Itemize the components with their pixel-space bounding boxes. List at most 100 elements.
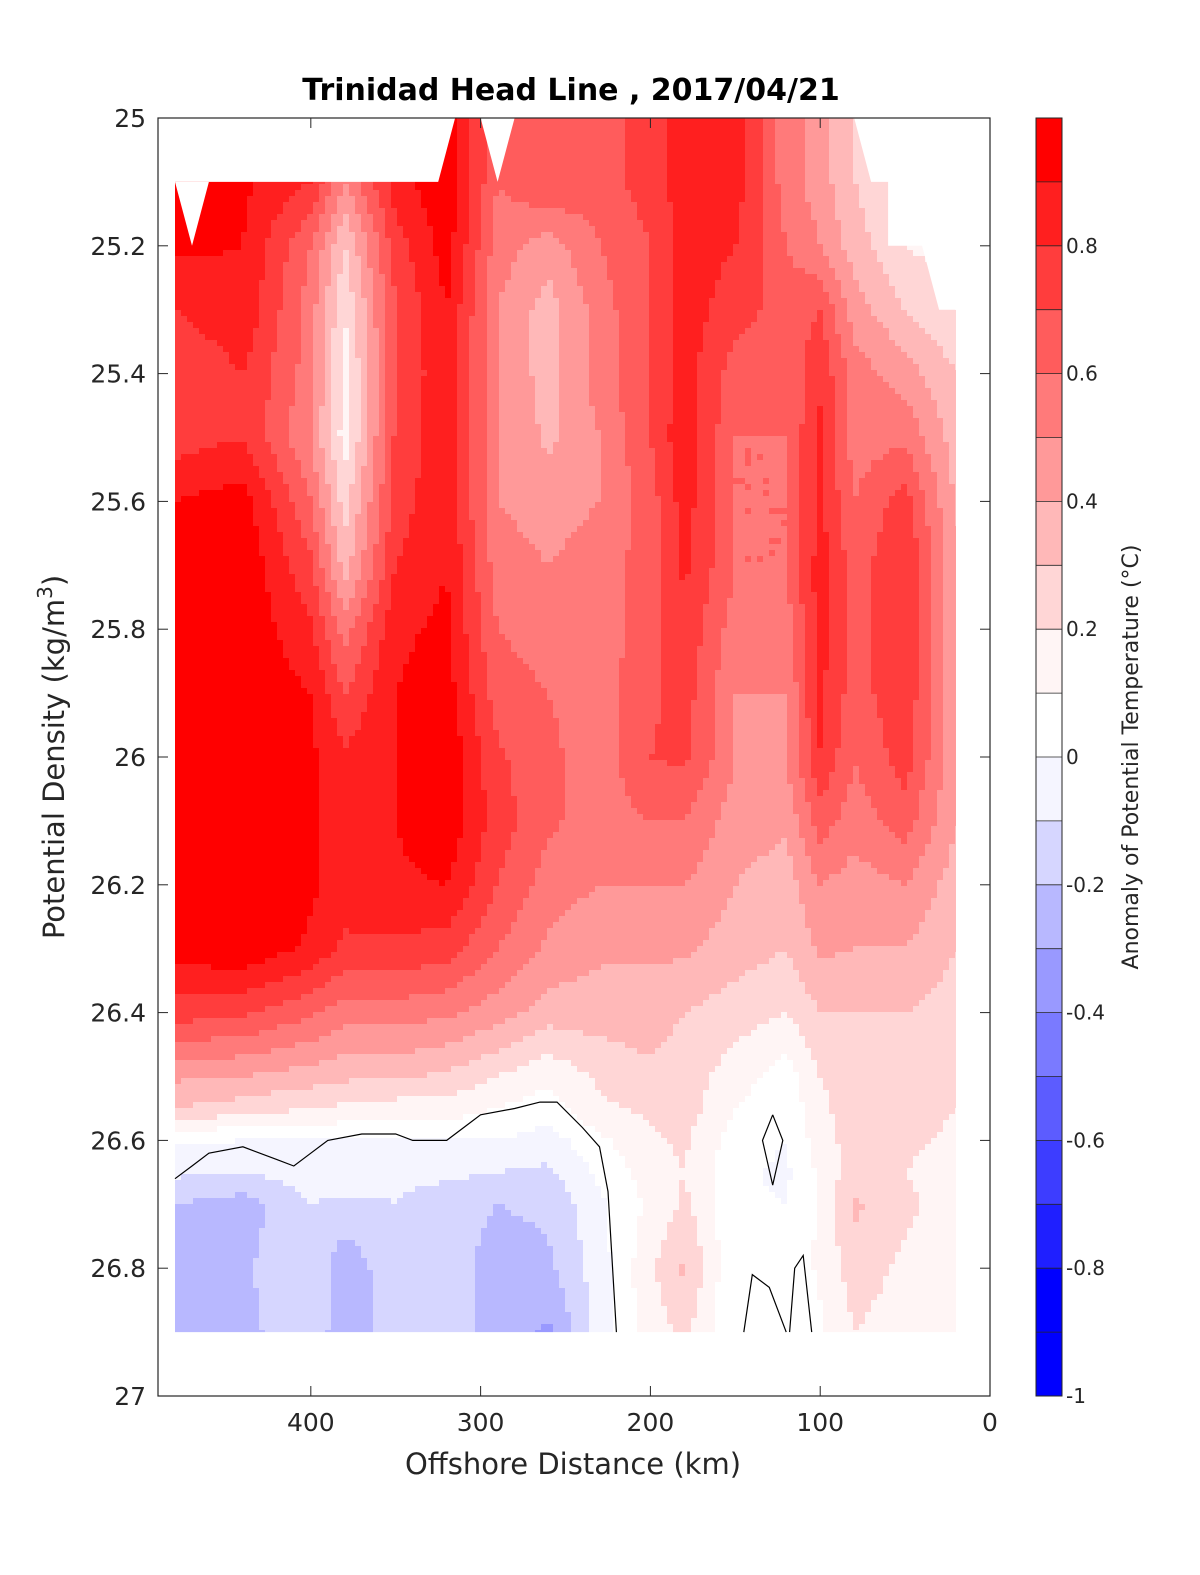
contour-cell — [811, 238, 818, 245]
contour-cell — [613, 130, 620, 137]
contour-cell — [619, 148, 626, 155]
contour-cell — [775, 178, 782, 185]
contour-cell — [835, 160, 842, 167]
contour-cell — [301, 262, 308, 269]
contour-cell — [457, 226, 464, 233]
contour-cell — [463, 298, 470, 305]
contour-cell — [235, 286, 242, 293]
contour-cell — [709, 124, 716, 131]
contour-cell — [379, 310, 386, 317]
contour-cell — [565, 118, 572, 125]
contour-cell — [295, 238, 302, 245]
contour-cell — [805, 262, 812, 269]
contour-cell — [607, 130, 614, 137]
contour-cell — [799, 136, 806, 143]
contour-cell — [655, 148, 662, 155]
contour-cell — [421, 268, 428, 275]
contour-cell — [349, 244, 356, 251]
contour-cell — [475, 130, 482, 137]
contour-cell — [451, 172, 458, 179]
contour-cell — [541, 292, 548, 299]
contour-cell — [175, 214, 182, 221]
contour-cell — [445, 280, 452, 287]
contour-cell — [853, 322, 860, 329]
contour-cell — [673, 160, 680, 167]
contour-cell — [541, 304, 548, 311]
contour-cell — [307, 310, 314, 317]
contour-cell — [637, 268, 644, 275]
contour-cell — [661, 178, 668, 185]
contour-cell — [697, 238, 704, 245]
contour-cell — [859, 292, 866, 299]
contour-cell — [475, 154, 482, 161]
contour-cell — [505, 310, 512, 317]
contour-cell — [901, 286, 908, 293]
contour-cell — [325, 220, 332, 227]
contour-cell — [619, 292, 626, 299]
contour-cell — [817, 304, 824, 311]
contour-cell — [409, 226, 416, 233]
contour-cell — [463, 226, 470, 233]
contour-cell — [475, 214, 482, 221]
contour-cell — [379, 250, 386, 257]
contour-cell — [697, 166, 704, 173]
contour-cell — [661, 268, 668, 275]
contour-cell — [481, 268, 488, 275]
contour-cell — [487, 250, 494, 257]
contour-cell — [211, 208, 218, 215]
contour-cell — [691, 298, 698, 305]
contour-cell — [631, 244, 638, 251]
contour-cell — [793, 184, 800, 191]
contour-cell — [949, 316, 956, 323]
contour-cell — [199, 304, 206, 311]
contour-cell — [643, 322, 650, 329]
contour-cell — [745, 238, 752, 245]
contour-cell — [823, 262, 830, 269]
contour-cell — [847, 202, 854, 209]
contour-cell — [481, 298, 488, 305]
contour-cell — [661, 148, 668, 155]
contour-cell — [631, 250, 638, 257]
contour-cell — [481, 178, 488, 185]
contour-cell — [337, 274, 344, 281]
contour-cell — [301, 310, 308, 317]
contour-cell — [589, 250, 596, 257]
contour-cell — [301, 208, 308, 215]
contour-cell — [433, 280, 440, 287]
contour-cell — [871, 280, 878, 287]
contour-cell — [193, 280, 200, 287]
contour-cell — [493, 220, 500, 227]
contour-cell — [493, 298, 500, 305]
contour-cell — [655, 166, 662, 173]
contour-cell — [433, 322, 440, 329]
contour-cell — [523, 250, 530, 257]
contour-cell — [361, 268, 368, 275]
contour-cell — [643, 214, 650, 221]
contour-cell — [553, 238, 560, 245]
contour-cell — [655, 238, 662, 245]
contour-cell — [241, 274, 248, 281]
contour-cell — [355, 184, 362, 191]
contour-cell — [283, 274, 290, 281]
contour-cell — [775, 166, 782, 173]
contour-cell — [205, 316, 212, 323]
contour-cell — [313, 190, 320, 197]
contour-cell — [385, 208, 392, 215]
contour-cell — [637, 130, 644, 137]
contour-cell — [817, 196, 824, 203]
contour-cell — [865, 220, 872, 227]
contour-cell — [403, 208, 410, 215]
contour-cell — [349, 268, 356, 275]
contour-cell — [331, 226, 338, 233]
contour-cell — [361, 250, 368, 257]
contour-cell — [703, 262, 710, 269]
contour-cell — [469, 316, 476, 323]
contour-cell — [235, 280, 242, 287]
contour-cell — [709, 244, 716, 251]
contour-cell — [763, 268, 770, 275]
contour-cell — [625, 256, 632, 263]
contour-cell — [829, 214, 836, 221]
contour-cell — [391, 322, 398, 329]
contour-cell — [583, 202, 590, 209]
contour-cell — [769, 274, 776, 281]
